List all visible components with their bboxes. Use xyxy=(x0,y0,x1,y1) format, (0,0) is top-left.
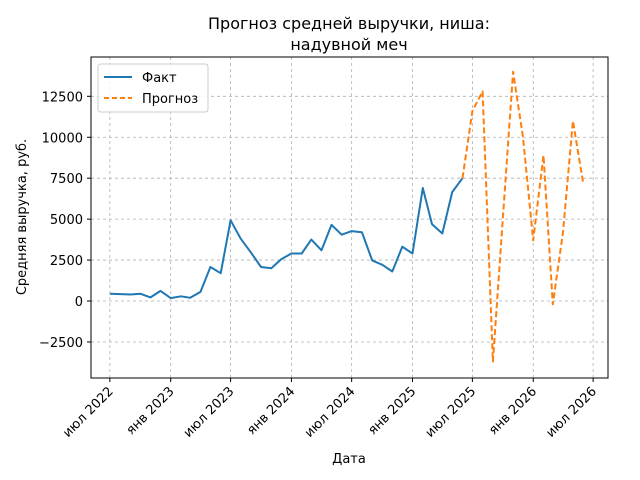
legend: Факт Прогноз xyxy=(97,63,209,113)
grid xyxy=(91,57,608,378)
plot-frame xyxy=(90,56,609,379)
y-tick-label: 0 xyxy=(75,295,83,310)
legend-label-fact: Факт xyxy=(142,71,177,86)
x-axis-title: Дата xyxy=(332,452,366,467)
y-tick-label: 7500 xyxy=(50,172,83,187)
series-lines xyxy=(109,70,585,363)
y-tick-label: 12500 xyxy=(42,90,83,105)
series-line-forecast xyxy=(461,70,585,363)
y-tick-label: 2500 xyxy=(50,254,83,269)
y-tick-label: −2500 xyxy=(39,336,83,351)
chart-title-line-2: надувной меч xyxy=(290,35,407,54)
chart-title-line-1: Прогноз средней выручки, ниша: xyxy=(208,14,490,33)
y-tick-label: 10000 xyxy=(42,131,83,146)
series-line-fact xyxy=(109,177,464,300)
legend-label-forecast: Прогноз xyxy=(142,92,198,107)
y-tick-label: 5000 xyxy=(50,213,83,228)
y-axis-title: Средняя выручка, руб. xyxy=(15,139,30,295)
